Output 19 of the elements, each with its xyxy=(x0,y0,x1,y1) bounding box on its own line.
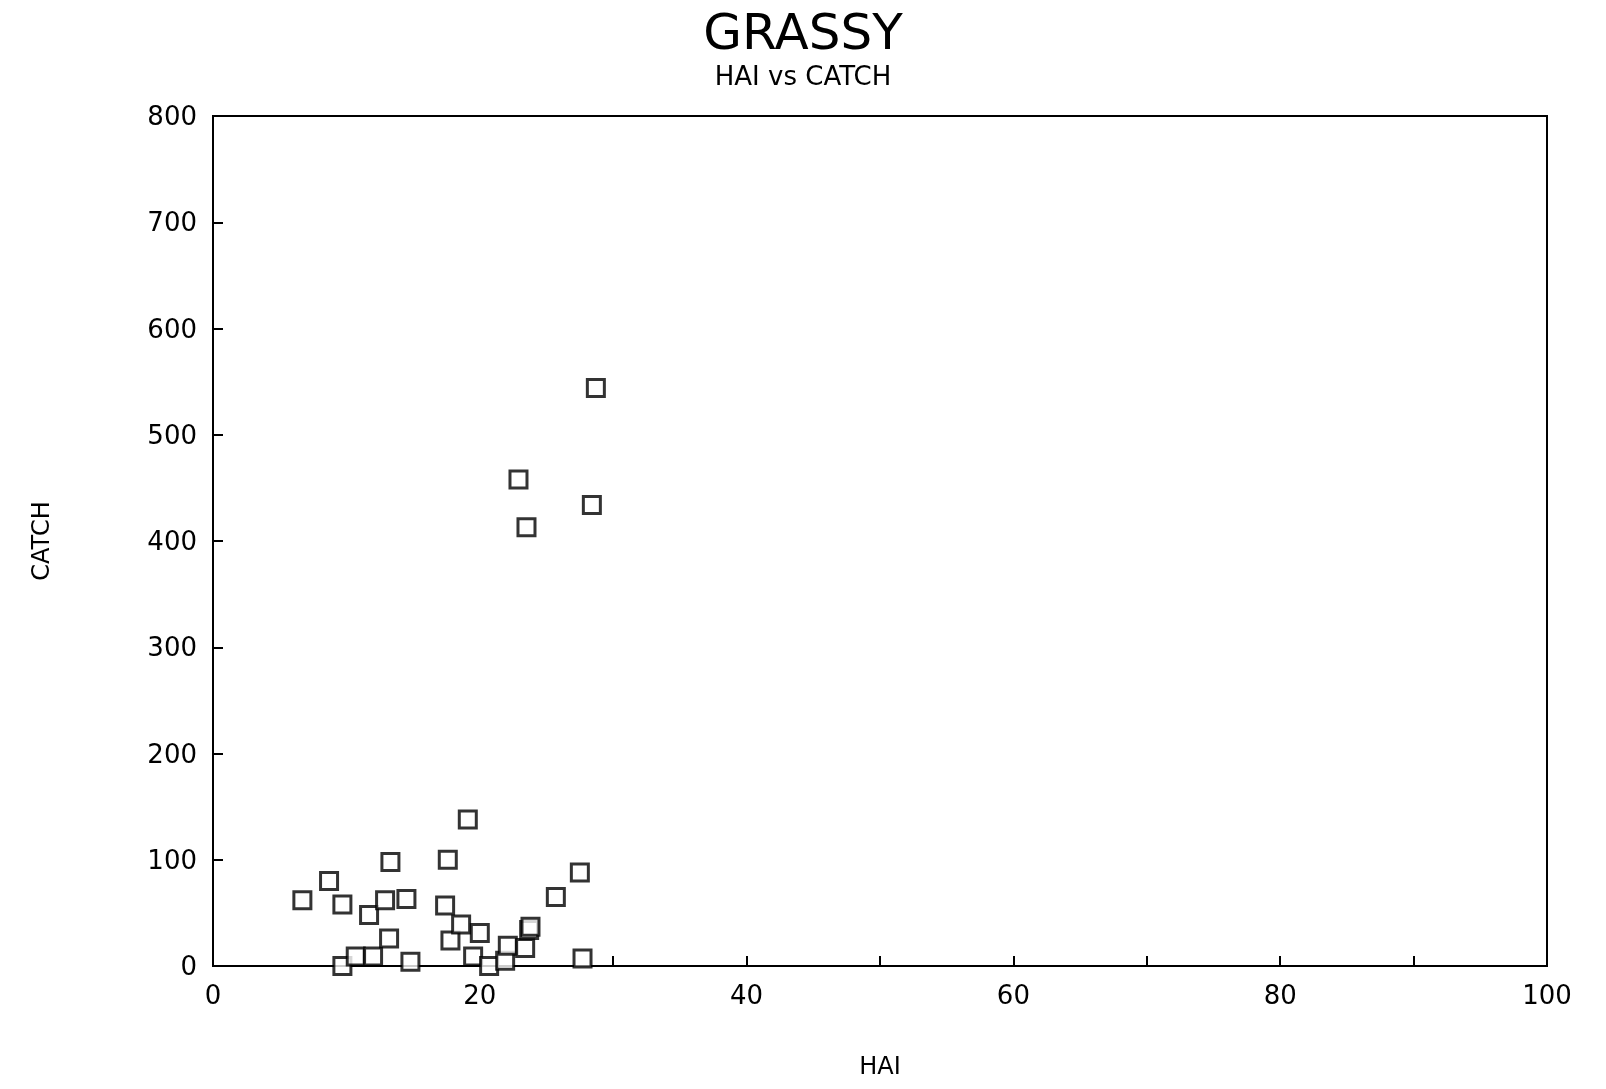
x-tick-label: 40 xyxy=(730,980,764,1010)
x-tick-label: 80 xyxy=(1263,980,1297,1010)
x-axis-title: HAI xyxy=(859,1052,901,1080)
y-tick-label: 800 xyxy=(147,101,197,131)
chart-title: GRASSY xyxy=(703,3,904,61)
y-tick-label: 700 xyxy=(147,207,197,238)
x-tick-label: 20 xyxy=(463,980,497,1010)
x-tick-label: 0 xyxy=(204,980,222,1010)
chart-subtitle: HAI vs CATCH xyxy=(714,61,892,91)
y-tick-label: 600 xyxy=(147,313,197,344)
y-axis-title: CATCH xyxy=(27,501,55,581)
y-tick-label: 100 xyxy=(147,844,197,875)
x-tick-label: 60 xyxy=(996,980,1030,1010)
y-tick-label: 400 xyxy=(147,526,197,556)
y-tick-label: 200 xyxy=(147,738,197,769)
y-tick-label: 300 xyxy=(147,632,197,663)
y-tick-label: 0 xyxy=(180,951,197,981)
x-tick-label: 100 xyxy=(1522,980,1572,1010)
y-tick-label: 500 xyxy=(147,419,197,450)
